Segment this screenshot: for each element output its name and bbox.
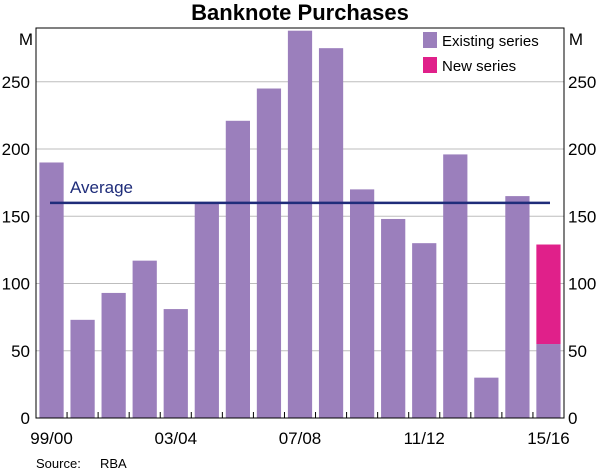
legend-label: New series [442,58,516,75]
left-unit-label: M [19,30,33,49]
bar-new-series [536,244,561,345]
average-line-group: Average [50,178,550,205]
legend-swatch [423,32,437,48]
bar-existing-series [225,120,250,419]
bar-existing-series [412,243,437,418]
y-tick-label-right: 0 [568,409,577,428]
bar-existing-series [101,292,126,418]
y-tick-label-right: 150 [568,207,596,226]
y-tick-label-left: 0 [21,409,30,428]
y-tick-label-left: 100 [2,275,30,294]
legend-label: Existing series [442,33,539,50]
legend: Existing series New series [423,32,539,75]
bar-existing-series [505,196,530,418]
right-axis-ticks: 0 50 100 150 200 250 [568,73,596,428]
bar-existing-series [287,30,313,418]
bar-existing-series [39,162,64,418]
x-tick-label: 15/16 [527,429,570,448]
left-axis-ticks: 0 50 100 150 200 250 [2,73,30,428]
bar-existing-series [443,154,468,418]
plot-frame [35,27,565,419]
source-value: RBA [100,456,127,471]
bar-existing-series [194,202,219,418]
y-tick-label-right: 200 [568,140,596,159]
source-label: Source: [36,456,81,471]
bar-existing-series [474,377,499,418]
bar-existing-series [350,189,375,418]
x-tick-label: 03/04 [154,429,197,448]
bar-existing-series [536,344,561,418]
y-tick-label-right: 50 [568,342,587,361]
x-tick-label: 07/08 [279,429,322,448]
x-axis-ticks: 99/00 03/04 07/08 11/12 15/16 [30,429,569,448]
y-tick-label-right: 250 [568,73,596,92]
y-tick-label-left: 50 [11,342,30,361]
bars [39,30,561,419]
y-tick-label-left: 150 [2,207,30,226]
bar-existing-series [132,260,157,418]
x-tick-label: 11/12 [404,429,445,448]
bar-existing-series [70,319,95,418]
chart-title: Banknote Purchases [191,0,409,25]
legend-swatch [423,57,437,73]
average-label: Average [70,178,133,197]
bar-existing-series [318,48,344,418]
y-tick-label-left: 250 [2,73,30,92]
bar-existing-series [256,88,282,418]
y-tick-label-left: 200 [2,140,30,159]
y-tick-label-right: 100 [568,275,596,294]
x-tick-label: 99/00 [30,429,73,448]
bar-existing-series [381,218,406,418]
bar-existing-series [163,309,188,418]
right-unit-label: M [569,30,583,49]
